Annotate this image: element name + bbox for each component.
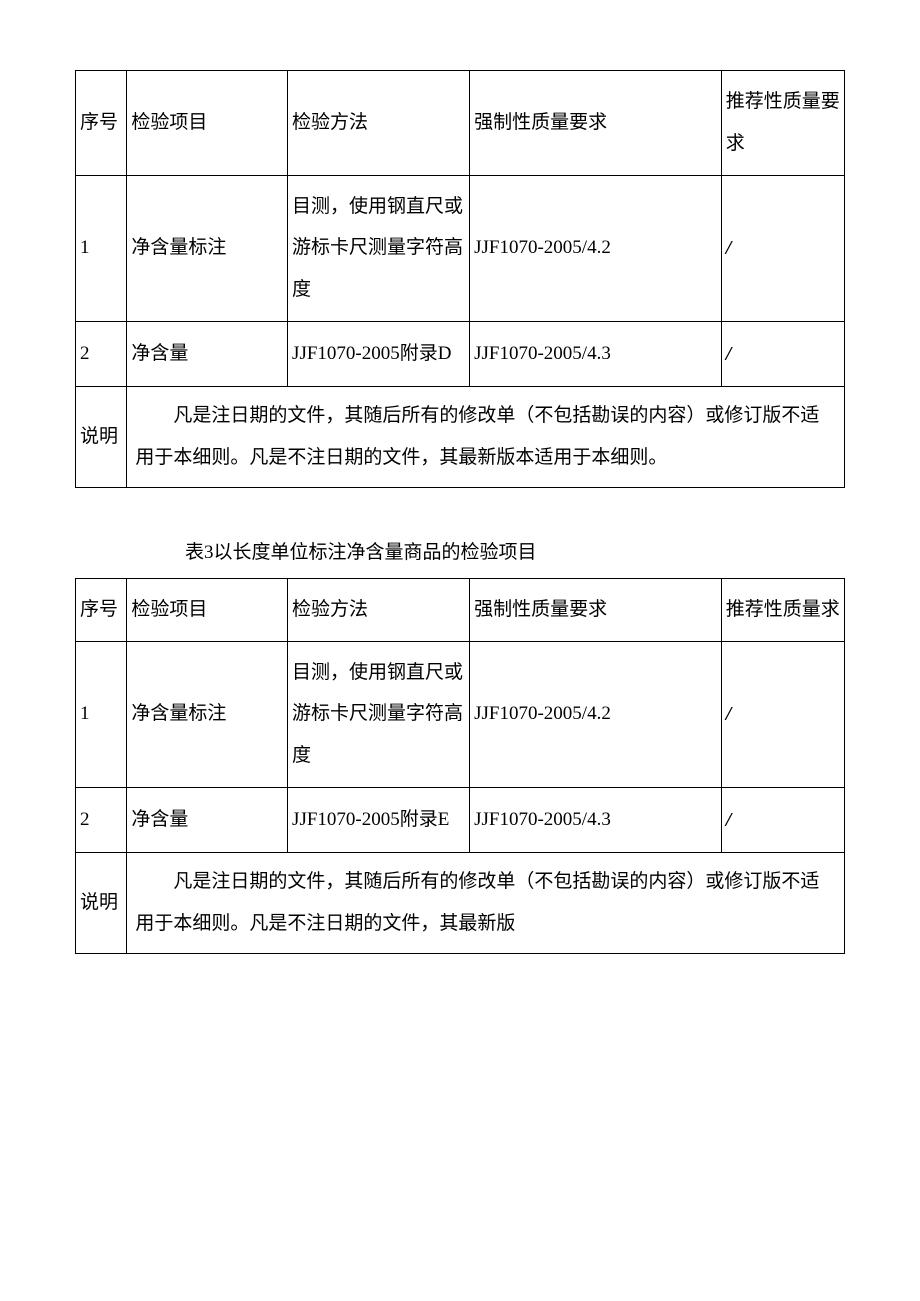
- table-note-row: 说明 凡是注日期的文件，其随后所有的修改单（不包括勘误的内容）或修订版不适用于本…: [76, 386, 845, 487]
- cell-mandatory: JJF1070-2005/4.3: [470, 321, 722, 386]
- header-seq: 序号: [76, 71, 127, 176]
- header-mandatory: 强制性质量要求: [470, 578, 722, 641]
- cell-recommend: /: [721, 787, 844, 852]
- inspection-table-2: 序号 检验项目 检验方法 强制性质量要求 推荐性质量求 1 净含量标注 目测，使…: [75, 578, 845, 954]
- table-header-row: 序号 检验项目 检验方法 强制性质量要求 推荐性质量求: [76, 578, 845, 641]
- inspection-table-1: 序号 检验项目 检验方法 强制性质量要求 推荐性质量要求 1 净含量标注 目测，…: [75, 70, 845, 488]
- cell-seq: 1: [76, 175, 127, 321]
- header-recommend: 推荐性质量要求: [721, 71, 844, 176]
- header-item: 检验项目: [127, 71, 288, 176]
- cell-item: 净含量: [127, 321, 288, 386]
- cell-item: 净含量标注: [127, 641, 288, 787]
- cell-method: 目测，使用钢直尺或游标卡尺测量字符高度: [288, 641, 470, 787]
- cell-method: 目测，使用钢直尺或游标卡尺测量字符高度: [288, 175, 470, 321]
- header-mandatory: 强制性质量要求: [470, 71, 722, 176]
- table-row: 1 净含量标注 目测，使用钢直尺或游标卡尺测量字符高度 JJF1070-2005…: [76, 175, 845, 321]
- header-seq: 序号: [76, 578, 127, 641]
- header-recommend: 推荐性质量求: [721, 578, 844, 641]
- note-text: 凡是注日期的文件，其随后所有的修改单（不包括勘误的内容）或修订版不适用于本细则。…: [127, 852, 845, 953]
- table-note-row: 说明 凡是注日期的文件，其随后所有的修改单（不包括勘误的内容）或修订版不适用于本…: [76, 852, 845, 953]
- table-row: 2 净含量 JJF1070-2005附录E JJF1070-2005/4.3 /: [76, 787, 845, 852]
- table-row: 2 净含量 JJF1070-2005附录D JJF1070-2005/4.3 /: [76, 321, 845, 386]
- header-item: 检验项目: [127, 578, 288, 641]
- table-header-row: 序号 检验项目 检验方法 强制性质量要求 推荐性质量要求: [76, 71, 845, 176]
- cell-mandatory: JJF1070-2005/4.2: [470, 641, 722, 787]
- note-label: 说明: [76, 852, 127, 953]
- cell-recommend: /: [721, 321, 844, 386]
- cell-recommend: /: [721, 641, 844, 787]
- cell-seq: 1: [76, 641, 127, 787]
- cell-seq: 2: [76, 321, 127, 386]
- table-caption: 表3以长度单位标注净含量商品的检验项目: [75, 536, 845, 570]
- cell-recommend: /: [721, 175, 844, 321]
- cell-method: JJF1070-2005附录E: [288, 787, 470, 852]
- header-method: 检验方法: [288, 71, 470, 176]
- note-label: 说明: [76, 386, 127, 487]
- cell-mandatory: JJF1070-2005/4.3: [470, 787, 722, 852]
- note-text: 凡是注日期的文件，其随后所有的修改单（不包括勘误的内容）或修订版不适用于本细则。…: [127, 386, 845, 487]
- cell-item: 净含量标注: [127, 175, 288, 321]
- cell-method: JJF1070-2005附录D: [288, 321, 470, 386]
- header-method: 检验方法: [288, 578, 470, 641]
- table-row: 1 净含量标注 目测，使用钢直尺或游标卡尺测量字符高度 JJF1070-2005…: [76, 641, 845, 787]
- cell-mandatory: JJF1070-2005/4.2: [470, 175, 722, 321]
- cell-seq: 2: [76, 787, 127, 852]
- cell-item: 净含量: [127, 787, 288, 852]
